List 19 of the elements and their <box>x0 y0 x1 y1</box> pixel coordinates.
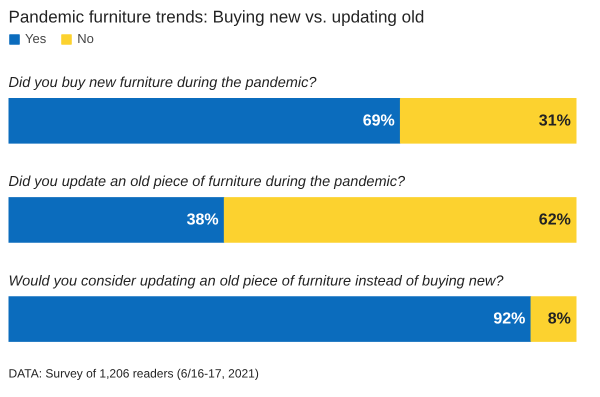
data-label: 31% <box>538 112 571 130</box>
data-label: 69% <box>362 112 395 130</box>
y-tick-label: Would you consider updating an old piece of furniture instead of buying new? <box>8 273 504 290</box>
bar <box>400 98 576 144</box>
bar <box>8 296 532 342</box>
data-label: 38% <box>186 211 219 228</box>
data-label: 8% <box>548 310 571 328</box>
legend-label: No <box>77 31 95 46</box>
legend-label: Yes <box>25 31 46 46</box>
bar <box>224 197 576 243</box>
bar <box>530 296 576 342</box>
bar <box>8 98 401 144</box>
chart-title: Pandemic furniture trends: Buying new vs. updating old <box>8 8 424 26</box>
bar <box>8 197 225 243</box>
data-label: 62% <box>538 211 571 228</box>
y-tick-label: Did you buy new furniture during the pandemic? <box>8 75 318 92</box>
y-tick-label: Did you update an old piece of furniture during the pandemic? <box>8 174 406 190</box>
data-label: 92% <box>493 310 526 328</box>
text: DATA: Survey of 1,206 readers (6/16-17, 2021) <box>8 366 259 381</box>
